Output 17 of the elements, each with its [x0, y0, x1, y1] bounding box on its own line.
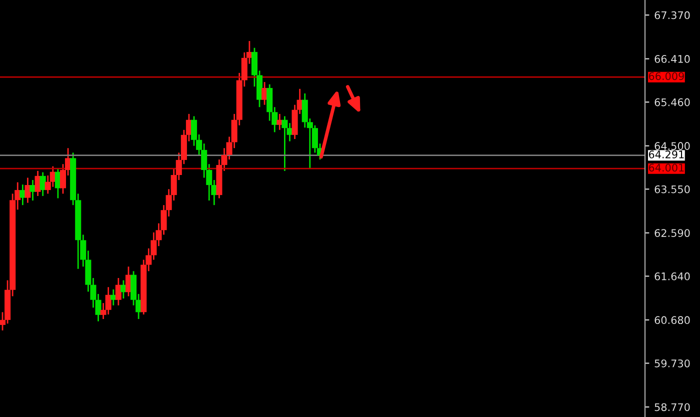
y-tick-label: 64.500 — [654, 142, 690, 150]
y-tick-label: 58.770 — [654, 403, 690, 412]
y-tick-label: 63.550 — [654, 185, 690, 194]
y-tick-label: 59.730 — [654, 359, 690, 368]
ref-line-label: 66.009 — [648, 72, 684, 80]
y-tick-label: 60.680 — [654, 316, 690, 324]
y-tick-label: 62.590 — [654, 229, 690, 237]
candlestick — [24, 177, 31, 204]
y-tick-label: 67.370 — [654, 11, 690, 20]
candlestick — [115, 277, 122, 306]
y-tick-label: 66.410 — [654, 55, 690, 63]
y-tick-label: 65.460 — [654, 98, 690, 106]
y-tick-label: 61.640 — [654, 272, 690, 280]
candlestick — [30, 179, 36, 202]
ref-line-label: 64.291 — [648, 150, 684, 158]
candlestick — [282, 116, 288, 172]
ref-line-label: 64.001 — [648, 164, 684, 172]
